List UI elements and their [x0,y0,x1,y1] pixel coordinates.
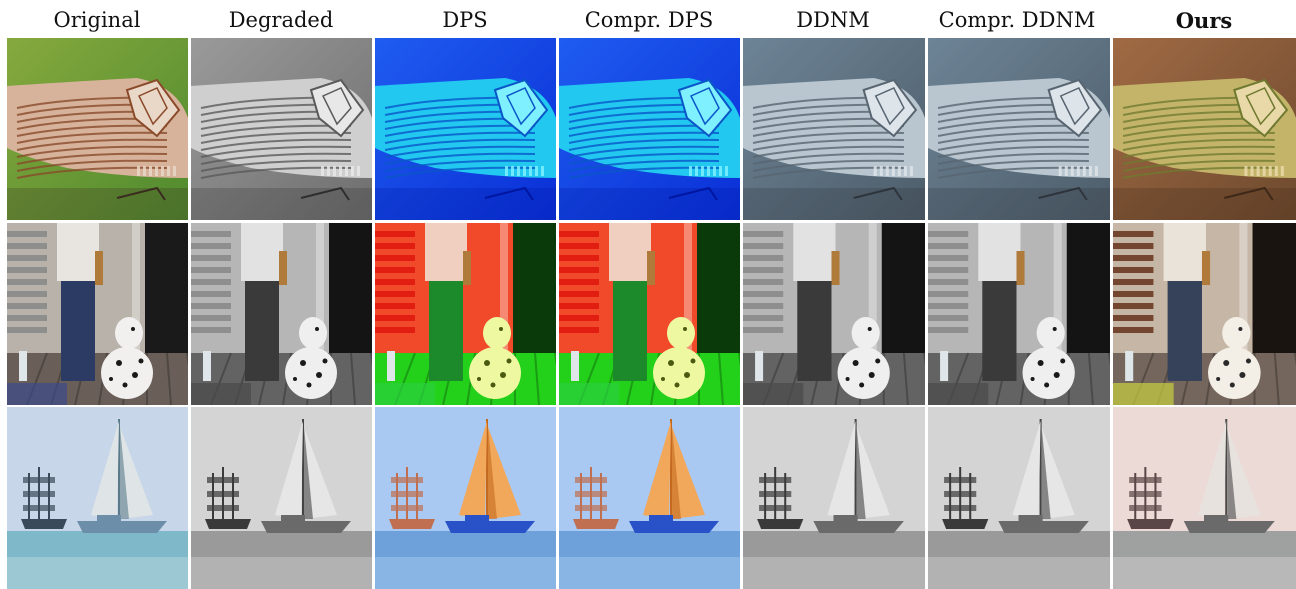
column-title-dps: DPS [442,8,488,32]
image-sailboat-original [7,407,188,589]
image-person-dog-ours [1113,223,1296,405]
image-person-dog-degraded [191,223,372,405]
image-sailboat-compr-dps [559,407,740,589]
image-insect-compr-ddnm [928,38,1110,220]
image-sailboat-compr-ddnm [928,407,1110,589]
image-insect-original [7,38,188,220]
image-insect-dps [375,38,556,220]
column-title-ddnm: DDNM [796,8,870,32]
image-person-dog-compr-dps [559,223,740,405]
column-title-ours: Ours [1175,7,1233,33]
column-title-original: Original [53,8,141,32]
column-title-degraded: Degraded [228,8,334,32]
image-insect-ddnm [743,38,925,220]
column-title-compr-ddnm: Compr. DDNM [938,8,1096,32]
image-insect-compr-dps [559,38,740,220]
image-insect-degraded [191,38,372,220]
image-sailboat-dps [375,407,556,589]
image-person-dog-ddnm [743,223,925,405]
image-insect-ours [1113,38,1296,220]
image-sailboat-degraded [191,407,372,589]
image-person-dog-compr-ddnm [928,223,1110,405]
image-sailboat-ours [1113,407,1296,589]
image-person-dog-original [7,223,188,405]
image-sailboat-ddnm [743,407,925,589]
image-person-dog-dps [375,223,556,405]
column-title-compr-dps: Compr. DPS [584,8,714,32]
